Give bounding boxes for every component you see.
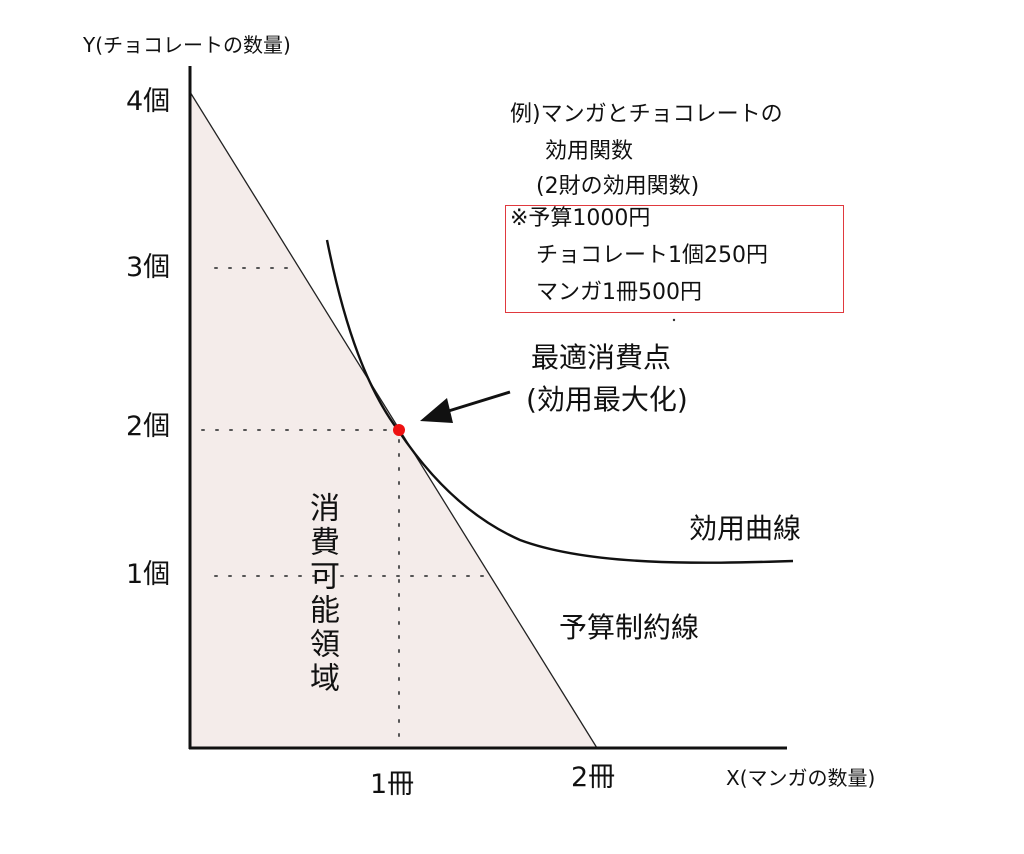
feasible-region-label: 消費可能領域	[304, 492, 339, 696]
budget-line1: ※予算1000円	[510, 206, 651, 231]
y-tick-label: 3個	[126, 252, 171, 283]
budget-line-label: 予算制約線	[559, 611, 700, 644]
y-tick-label: 1個	[126, 559, 171, 590]
utility-curve-label: 効用曲線	[689, 512, 802, 545]
y-axis-label: Y(チョコレートの数量)	[83, 33, 291, 57]
y-tick-label: 2個	[126, 411, 171, 442]
optimum-label-line2: (効用最大化)	[526, 383, 688, 416]
note-line3: (2財の効用関数)	[536, 174, 700, 199]
optimum-point	[393, 424, 405, 436]
budget-constraint-line	[189, 91, 598, 749]
x-axis-label: X(マンガの数量)	[726, 766, 876, 790]
y-tick-label: 4個	[126, 86, 171, 117]
optimum-label-line1: 最適消費点	[531, 341, 672, 374]
stray-dot	[672, 318, 676, 322]
budget-box	[505, 205, 844, 313]
x-tick-label: 2冊	[571, 762, 616, 793]
pointer-arrow-shaft	[441, 390, 511, 415]
pointer-arrow-head	[420, 398, 453, 423]
note-line2: 効用関数	[545, 139, 634, 164]
x-tick-label: 1冊	[370, 769, 415, 800]
budget-line3: マンガ1冊500円	[536, 280, 702, 305]
note-line1: 例)マンガとチョコレートの	[510, 102, 783, 127]
budget-line2: チョコレート1個250円	[536, 243, 768, 268]
utility-curve	[325, 239, 794, 564]
